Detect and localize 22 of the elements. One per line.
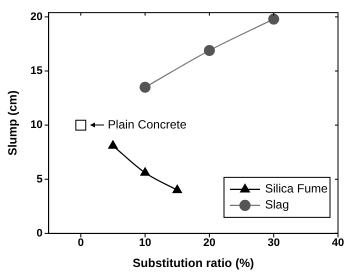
y-tick-label: 20 bbox=[30, 10, 43, 23]
point bbox=[140, 167, 150, 176]
point bbox=[140, 82, 151, 93]
point bbox=[108, 140, 118, 149]
x-tick-label: 0 bbox=[78, 237, 84, 250]
x-tick-label: 10 bbox=[138, 237, 152, 250]
y-tick-label: 0 bbox=[36, 227, 43, 240]
x-tick-label: 40 bbox=[332, 237, 344, 250]
annotation: Plain Concrete bbox=[108, 117, 187, 132]
y-axis-title: Slump (cm) bbox=[6, 90, 20, 156]
x-tick-label: 30 bbox=[268, 237, 280, 250]
point bbox=[268, 14, 280, 25]
point bbox=[204, 44, 215, 56]
x-tick-label: 20 bbox=[203, 237, 216, 250]
point bbox=[75, 120, 86, 131]
y-tick-label: 5 bbox=[36, 173, 43, 186]
x-axis-title: Substitution ratio (%) bbox=[132, 256, 254, 270]
y-tick-label: 10 bbox=[30, 119, 43, 132]
legend-label: Silica Fume bbox=[265, 182, 328, 196]
y-tick-label: 15 bbox=[30, 65, 43, 78]
legend-label: Slag bbox=[265, 198, 290, 212]
point bbox=[172, 184, 182, 194]
